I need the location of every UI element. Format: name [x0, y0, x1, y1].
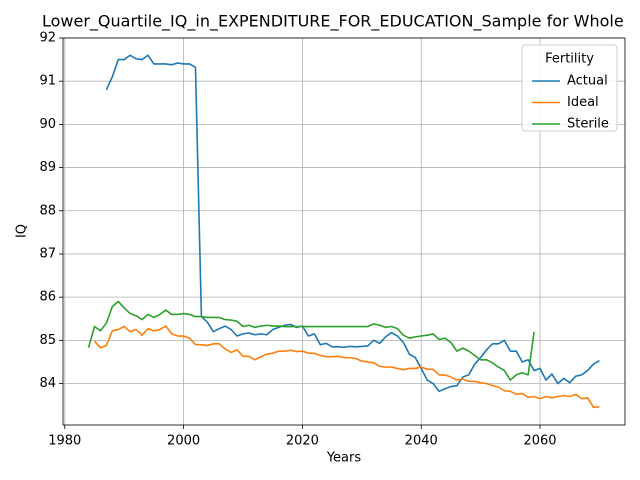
y-tick-label: 87 [39, 246, 56, 261]
series-line [105, 54, 600, 393]
y-tick-label: 92 [39, 31, 56, 46]
x-tick-label: 2020 [286, 434, 319, 449]
x-tick-label: 2040 [405, 434, 438, 449]
y-tick-label: 91 [39, 74, 56, 89]
chart-title: Lower_Quartile_IQ_in_EXPENDITURE_FOR_EDU… [42, 12, 624, 32]
x-tick-label: 1980 [48, 434, 81, 449]
legend-box [521, 44, 618, 132]
y-tick-label: 85 [39, 333, 56, 348]
y-tick-label: 90 [39, 117, 56, 132]
y-tick-label: 84 [39, 376, 56, 391]
x-axis-label: Years [326, 451, 362, 466]
legend-label: Sterile [567, 117, 609, 132]
series-line [93, 325, 600, 409]
y-tick-label: 88 [39, 203, 56, 218]
y-tick-label: 86 [39, 290, 56, 305]
legend-label: Ideal [567, 95, 599, 110]
legend-label: Actual [567, 74, 608, 89]
y-tick-label: 89 [39, 160, 56, 175]
x-tick-label: 2000 [167, 434, 200, 449]
y-axis-label: IQ [15, 224, 30, 238]
plot-frame [62, 37, 626, 426]
legend-title: Fertility [545, 52, 594, 67]
x-tick-label: 2060 [523, 434, 556, 449]
series-line [87, 300, 535, 381]
